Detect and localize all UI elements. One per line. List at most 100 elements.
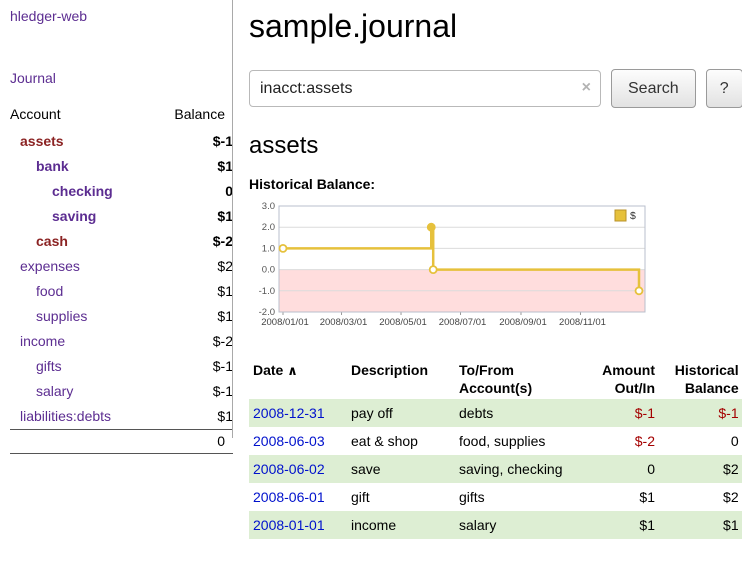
transaction-date-link[interactable]: 2008-12-31 bbox=[253, 405, 325, 421]
account-balance: $1 bbox=[217, 208, 233, 224]
account-name-cell: saving bbox=[10, 204, 152, 229]
account-link-saving[interactable]: saving bbox=[52, 208, 97, 224]
register-row: 2008-06-02 save saving, checking 0 $2 bbox=[249, 455, 742, 483]
account-balance: $-1 bbox=[212, 133, 233, 149]
svg-text:2008/11/01: 2008/11/01 bbox=[559, 317, 606, 328]
transaction-amount: $1 bbox=[639, 489, 655, 505]
transaction-accounts: saving, checking bbox=[459, 461, 563, 477]
account-balance: $1 bbox=[217, 283, 233, 299]
transaction-date-cell: 2008-06-01 bbox=[249, 483, 347, 511]
account-row: cash $-2 bbox=[10, 229, 233, 254]
register-table: Date ∧ Description To/From Account(s) Am… bbox=[249, 359, 742, 539]
account-row: gifts $-1 bbox=[10, 354, 233, 379]
transaction-balance: 0 bbox=[730, 433, 739, 449]
transaction-balance: $-1 bbox=[718, 405, 739, 421]
nav-journal: Journal bbox=[10, 70, 233, 86]
accounts-header-account: Account bbox=[10, 106, 61, 122]
transaction-accounts: debts bbox=[459, 405, 494, 421]
transaction-amount: $-1 bbox=[634, 405, 655, 421]
transaction-date-link[interactable]: 2008-06-03 bbox=[253, 433, 325, 449]
search-bar: × Search ? bbox=[249, 69, 742, 108]
help-button[interactable]: ? bbox=[705, 69, 742, 108]
search-button[interactable]: Search bbox=[611, 69, 696, 108]
journal-link[interactable]: Journal bbox=[10, 70, 56, 86]
account-name-cell: bank bbox=[10, 154, 152, 179]
register-header-date[interactable]: Date ∧ bbox=[249, 359, 347, 399]
account-name-cell: gifts bbox=[10, 354, 152, 379]
account-name-cell: checking bbox=[10, 179, 152, 204]
account-row: income $-2 bbox=[10, 329, 233, 354]
svg-text:2008/09/01: 2008/09/01 bbox=[499, 317, 547, 328]
app-layout: hledger-web Journal Account Balance asse… bbox=[0, 0, 742, 539]
svg-text:2.0: 2.0 bbox=[262, 222, 275, 233]
transaction-balance: $2 bbox=[723, 489, 739, 505]
account-row: food $1 bbox=[10, 279, 233, 304]
transaction-description: save bbox=[351, 461, 381, 477]
transaction-amount: $-2 bbox=[634, 433, 655, 449]
account-link-food[interactable]: food bbox=[36, 283, 64, 299]
account-link-gifts[interactable]: gifts bbox=[36, 358, 62, 374]
transaction-accounts: food, supplies bbox=[459, 433, 546, 449]
app-title: hledger-web bbox=[10, 8, 233, 24]
account-link-income[interactable]: income bbox=[20, 333, 66, 349]
account-balance: $-2 bbox=[212, 233, 233, 249]
transaction-date-link[interactable]: 2008-01-01 bbox=[253, 517, 325, 533]
account-balance: $2 bbox=[217, 258, 233, 274]
register-row: 2008-06-01 gift gifts $1 $2 bbox=[249, 483, 742, 511]
register-header-description: Description bbox=[351, 362, 429, 378]
account-row: salary $-1 bbox=[10, 379, 233, 404]
account-link-cash[interactable]: cash bbox=[36, 233, 68, 249]
account-name-cell: expenses bbox=[10, 254, 152, 279]
transaction-description: eat & shop bbox=[351, 433, 418, 449]
account-row: assets $-1 bbox=[10, 129, 233, 154]
account-link-supplies[interactable]: supplies bbox=[36, 308, 88, 324]
accounts-header-row: Account Balance bbox=[10, 102, 233, 129]
account-link-bank[interactable]: bank bbox=[36, 158, 69, 174]
transaction-date-link[interactable]: 2008-06-01 bbox=[253, 489, 325, 505]
svg-text:2008/05/01: 2008/05/01 bbox=[379, 317, 427, 328]
svg-text:3.0: 3.0 bbox=[262, 201, 275, 212]
account-balance: $1 bbox=[217, 308, 233, 324]
account-balance: $-1 bbox=[212, 358, 233, 374]
sidebar: hledger-web Journal Account Balance asse… bbox=[0, 0, 233, 539]
clear-search-icon[interactable]: × bbox=[581, 79, 591, 96]
svg-text:2008/03/01: 2008/03/01 bbox=[320, 317, 368, 328]
main-content: sample.journal × Search ? assets Histori… bbox=[233, 0, 742, 539]
transaction-description: gift bbox=[351, 489, 370, 505]
transaction-date-cell: 2008-06-03 bbox=[249, 427, 347, 455]
accounts-total-spacer bbox=[10, 429, 152, 454]
search-field-wrap: × bbox=[249, 70, 601, 107]
account-link-expenses[interactable]: expenses bbox=[20, 258, 80, 274]
register-header-row: Date ∧ Description To/From Account(s) Am… bbox=[249, 359, 742, 399]
svg-text:2008/01/01: 2008/01/01 bbox=[261, 317, 309, 328]
account-name-cell: cash bbox=[10, 229, 152, 254]
search-input[interactable] bbox=[249, 70, 601, 107]
transaction-amount: $1 bbox=[639, 517, 655, 533]
account-row: liabilities:debts $1 bbox=[10, 404, 233, 430]
account-row: saving $1 bbox=[10, 204, 233, 229]
account-balance: $1 bbox=[217, 158, 233, 174]
account-balance: $-1 bbox=[212, 383, 233, 399]
register-header-amount: Amount Out/In bbox=[602, 362, 655, 396]
accounts-total-row: 0 bbox=[10, 429, 233, 454]
account-heading: assets bbox=[249, 132, 319, 159]
account-row: supplies $1 bbox=[10, 304, 233, 329]
page-title: sample.journal bbox=[249, 8, 458, 44]
transaction-description: pay off bbox=[351, 405, 393, 421]
accounts-table: Account Balance assets $-1 bank $1 checking 0… bbox=[10, 102, 233, 454]
account-name-cell: food bbox=[10, 279, 152, 304]
transaction-date-cell: 2008-12-31 bbox=[249, 399, 347, 427]
transaction-balance: $2 bbox=[723, 461, 739, 477]
transaction-date-link[interactable]: 2008-06-02 bbox=[253, 461, 325, 477]
account-link-salary[interactable]: salary bbox=[36, 383, 74, 399]
account-name-cell: assets bbox=[10, 129, 152, 154]
chart-title: Historical Balance: bbox=[249, 176, 376, 192]
register-row: 2008-01-01 income salary $1 $1 bbox=[249, 511, 742, 539]
app-title-link[interactable]: hledger-web bbox=[10, 8, 88, 24]
account-link-checking[interactable]: checking bbox=[52, 183, 113, 199]
svg-text:-1.0: -1.0 bbox=[259, 286, 275, 297]
account-link-assets[interactable]: assets bbox=[20, 133, 64, 149]
account-name-cell: liabilities:debts bbox=[10, 404, 152, 430]
account-link-liabilities-debts[interactable]: liabilities:debts bbox=[20, 408, 112, 424]
